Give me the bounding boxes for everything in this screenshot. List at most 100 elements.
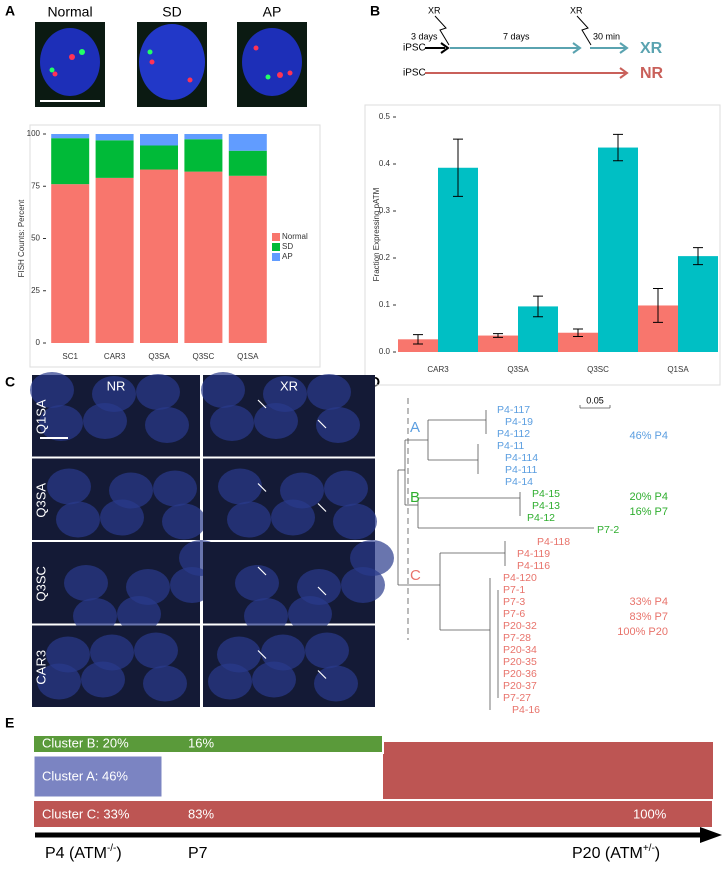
schematic-label: XR [428,5,441,15]
nucleus [81,661,125,698]
nucleus [227,501,271,538]
y-tick-label: 75 [31,181,40,190]
leaf-label: P7-3 [503,596,525,608]
schematic-label: iPSC [403,43,426,54]
nucleus [263,376,307,412]
row-label: CAR3 [33,650,48,685]
row-label: Q1SA [33,399,48,434]
cluster-label: C [410,567,421,584]
nucleus [305,632,349,669]
cluster-label: 100% [633,806,667,821]
nucleus [235,565,279,601]
bar-segment [51,184,90,343]
schematic-label: 30 min [593,31,620,41]
leaf-label: P4-118 [537,536,570,548]
nucleus [73,598,117,634]
leaf-label: P20-37 [503,680,537,692]
panel-label: B [370,3,380,19]
x-tick-label: Q1SA [237,352,259,361]
nucleus [162,503,206,540]
image-label: Normal [47,4,92,20]
cluster-label: Cluster A: 46% [42,768,128,783]
leaf-label: P4-114 [505,452,538,464]
nucleus [64,565,108,601]
legend-label: Normal [282,232,308,241]
nucleus [100,499,144,536]
column-label: NR [107,378,126,393]
nucleus [46,636,90,673]
leaf-label: P7-2 [597,524,619,536]
schematic-label: iPSC [403,68,426,79]
genotype: -/- [107,843,116,854]
arrow [317,419,327,429]
bar-segment [51,134,90,139]
y-tick-label: 100 [27,129,41,138]
series-label: NR [640,65,664,82]
leaf-label: P7-28 [503,632,531,644]
legend-swatch [272,243,280,251]
bar-segment [95,177,134,343]
leaf-label: P4-14 [505,476,533,488]
nucleus [126,569,170,605]
leaf-label: P20-36 [503,668,537,680]
nucleus [288,596,332,632]
nucleus [314,665,358,702]
bar-segment [184,171,223,343]
bar-segment [184,139,223,172]
bar-segment [95,134,134,141]
cluster-note: 46% P4 [629,430,668,442]
nucleus [210,405,254,441]
panel-label: D [370,374,380,390]
legend-label: AP [282,252,293,261]
x-tick-label: Q3SA [507,365,529,374]
cluster-note: 100% P20 [617,626,668,638]
bar-segment [95,140,134,178]
timeline [31,734,722,843]
arrow [317,670,327,679]
arrow [257,650,267,659]
leaf-label: P20-34 [503,644,537,656]
y-tick-label: 0 [36,338,41,347]
row-label: Q3SA [33,483,48,518]
nucleus [254,403,298,439]
leaf-label: P7-6 [503,608,525,620]
nucleus [324,470,368,507]
schematic-label: 3 days [411,31,438,41]
legend-swatch [272,233,280,241]
leaf-label: P4-116 [517,560,550,572]
x-tick-label: Q1SA [667,365,689,374]
leaf-label: P4-111 [505,464,537,476]
bar-segment [140,134,178,146]
nucleus [134,632,178,669]
leaf-label: P7-1 [503,584,525,596]
series-label: XR [640,40,663,57]
row-label: Q3SC [33,566,48,601]
error-bar [453,138,463,197]
nucleus [30,372,74,408]
image-label: SD [162,4,181,20]
arrow [317,503,327,512]
x-tick-label: CAR3 [104,352,126,361]
bar-segment [184,134,223,140]
cluster-label: B [410,489,420,506]
x-tick-label: SC1 [62,352,78,361]
y-tick-label: 0.1 [379,300,391,309]
bar-segment [228,150,267,176]
leaf-label: P4-119 [517,548,550,560]
nucleus [350,540,394,576]
scale-label: 0.05 [586,395,604,405]
bar-segment [228,134,267,151]
nucleus [218,468,262,505]
cluster-label: 83% [188,806,214,821]
arrow [257,566,267,576]
passage-text: ) [655,845,660,862]
bar [678,256,718,352]
error-bar [573,328,583,337]
nucleus [37,663,81,700]
schematic-label: 7 days [503,31,530,41]
nucleus [92,376,136,412]
leaf-label: P7-27 [503,692,531,704]
nucleus [136,374,180,410]
leaf-label: P20-35 [503,656,537,668]
